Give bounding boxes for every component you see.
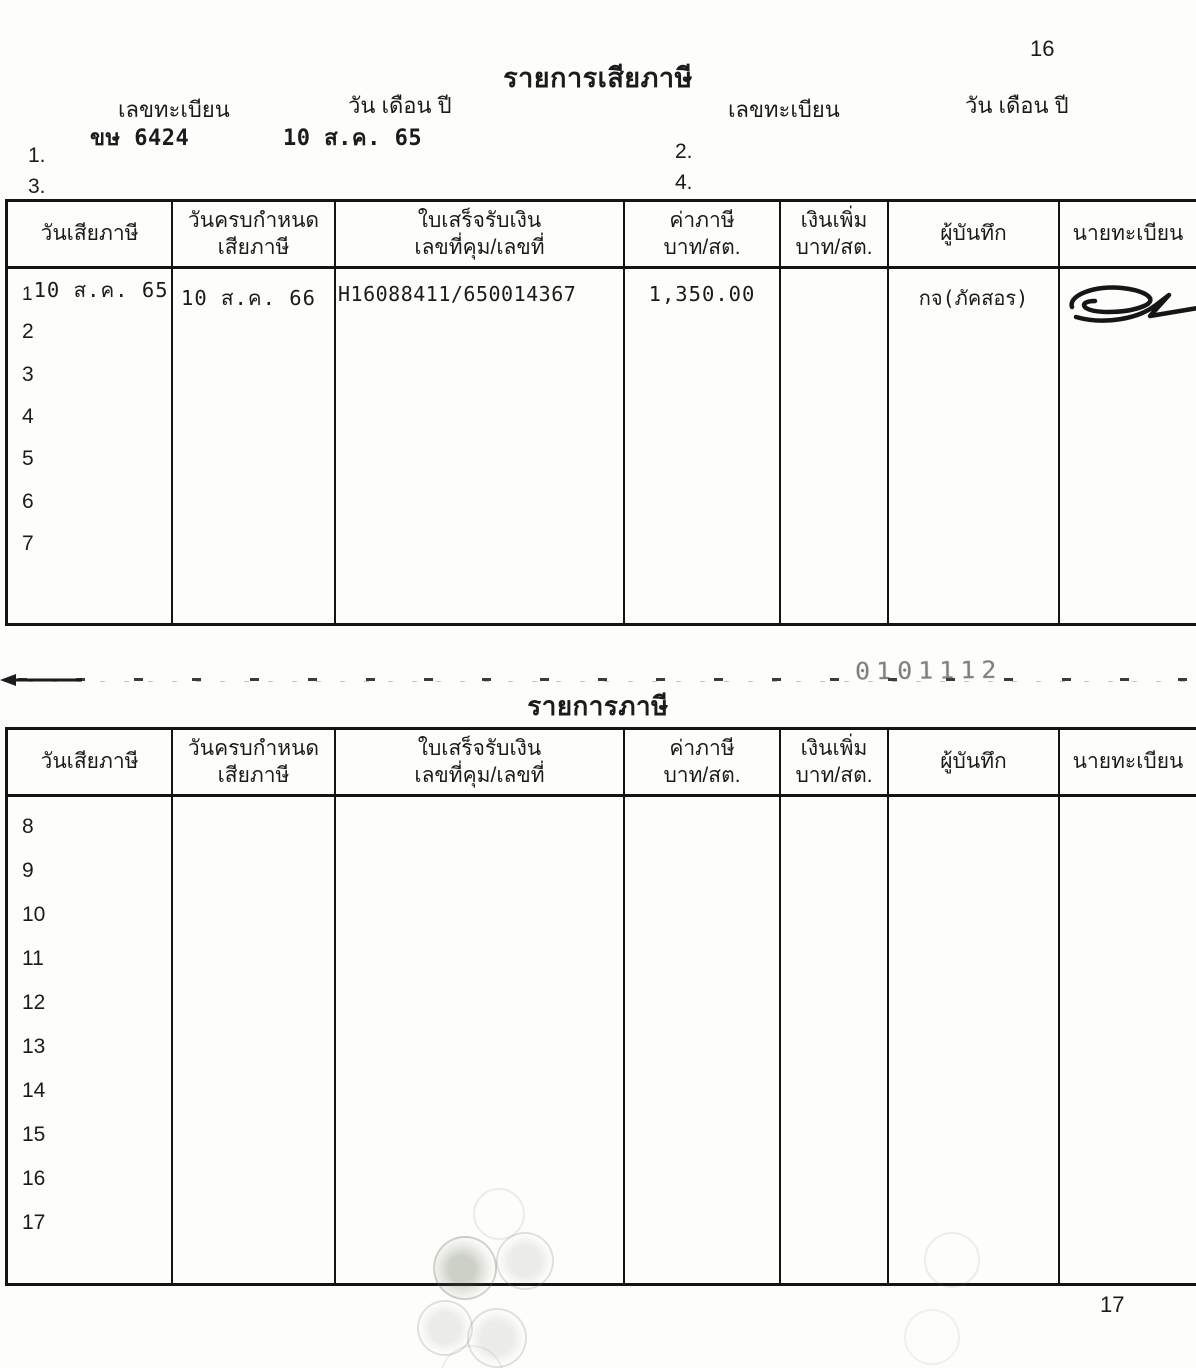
col-registrar-body [1060,269,1196,623]
registration-date-value: 10 ส.ค. 65 [283,126,423,151]
row-number: 5 [22,447,34,471]
col-header-recorder: ผู้บันทึก [889,202,1060,269]
col-header-line: ค่าภาษี [669,208,735,232]
col-receipt-body [336,797,625,1283]
ink-stamp-mark [433,1236,497,1300]
tax-record-table-1: วันเสียภาษี วันครบกำหนด เสียภาษี ใบเสร็จ… [5,199,1196,626]
col-header-line: เสียภาษี [217,764,290,787]
col-recorder-body: กจ(ภัคสอร) [889,269,1060,623]
section2-title: รายการภาษี [527,691,669,721]
row-number: 2 [22,320,34,344]
col-header-line: บาท/สต. [795,764,873,787]
owner-item-1: 1. [28,144,46,167]
col-header-line: วันเสียภาษี [40,750,139,774]
date-label-left: วัน เดือน ปี [348,93,452,118]
row-number: 8 [22,815,34,838]
row-number: 4 [22,405,34,429]
entry-due-date: 10 ส.ค. 66 [181,286,316,310]
col-registrar-body [1060,797,1196,1283]
ink-stamp-mark [496,1232,554,1290]
perforation-arrow-icon [0,674,82,686]
col-header-line: นายทะเบียน [1072,750,1184,774]
col-header-tax-date: วันเสียภาษี [8,730,173,797]
perforation-line [0,678,1196,682]
col-header-registrar: นายทะเบียน [1060,730,1196,797]
date-label-right: วัน เดือน ปี [965,93,1069,118]
col-header-line: ใบเสร็จรับเงิน [417,208,542,232]
row-number: 6 [22,489,34,513]
col-header-line: บาท/สต. [795,236,873,259]
col-header-line: เงินเพิ่ม [800,208,868,232]
row-number: 10 [22,903,46,926]
row-number: 7 [22,531,34,555]
row-number: 17 [22,1211,46,1234]
col-header-line: ผู้บันทึก [940,222,1007,246]
row-number: 15 [22,1123,46,1146]
row-number: 3 [22,362,34,386]
col-receipt-body: H16088411/650014367 [336,269,625,623]
page-number-bottom: 17 [1100,1292,1125,1317]
col-surcharge-body [781,797,889,1283]
col-surcharge-body [781,269,889,623]
col-header-line: เลขที่คุม/เลขที่ [414,236,545,259]
row-number: 12 [22,991,46,1014]
col-header-line: วันครบกำหนด [187,736,320,760]
col-header-line: เงินเพิ่ม [800,736,868,760]
col-header-registrar: นายทะเบียน [1060,202,1196,269]
entry-tax-amount: 1,350.00 [648,282,756,306]
entry-tax-date: 10 ส.ค. 65 [33,277,169,302]
reg-number-label-left: เลขทะเบียน [118,97,230,122]
reg-number-label-right: เลขทะเบียน [728,97,840,122]
owner-item-4: 4. [675,171,693,194]
col-header-due-date: วันครบกำหนด เสียภาษี [173,202,336,269]
col-header-recorder: ผู้บันทึก [889,730,1060,797]
col-header-line: เสียภาษี [217,236,290,259]
col-header-surcharge: เงินเพิ่ม บาท/สต. [781,202,889,269]
col-due-date-body: 10 ส.ค. 66 [173,269,336,623]
table-row: 1 10 ส.ค. 65 [8,269,171,311]
col-header-due-date: วันครบกำหนด เสียภาษี [173,730,336,797]
col-tax-date-body: 8 9 10 11 12 13 14 15 16 17 [8,797,173,1283]
col-header-line: ผู้บันทึก [940,750,1007,774]
row-number: 16 [22,1167,46,1190]
registrar-signature [1069,285,1196,323]
serial-stamp-number: 0101112 [854,655,1003,686]
tax-record-table-2: วันเสียภาษี วันครบกำหนด เสียภาษี ใบเสร็จ… [5,727,1196,1286]
col-tax-date-body: 1 10 ส.ค. 65 2 3 4 5 6 7 [8,269,173,623]
col-header-tax-amount: ค่าภาษี บาท/สต. [625,202,781,269]
row-number: 13 [22,1035,46,1058]
owner-item-2: 2. [675,140,693,163]
col-header-line: เลขที่คุม/เลขที่ [414,764,545,787]
row-number: 14 [22,1079,46,1102]
col-header-receipt: ใบเสร็จรับเงิน เลขที่คุม/เลขที่ [336,730,625,797]
col-header-line: ค่าภาษี [669,736,735,760]
col-header-tax-date: วันเสียภาษี [8,202,173,269]
entry-receipt-number: H16088411/650014367 [338,282,577,306]
page-number-top: 16 [1030,36,1055,61]
ink-stamp-mark [924,1232,980,1288]
col-header-line: วันเสียภาษี [40,222,139,246]
col-tax-amount-body: 1,350.00 [625,269,781,623]
row-number: 1 [22,284,33,306]
col-due-date-body [173,797,336,1283]
col-header-line: วันครบกำหนด [187,208,320,232]
ink-stamp-mark [473,1188,525,1240]
owner-item-3: 3. [28,175,46,198]
col-tax-amount-body [625,797,781,1283]
section1-title: รายการเสียภาษี [503,63,693,93]
ink-stamp-mark [904,1309,960,1365]
col-header-receipt: ใบเสร็จรับเงิน เลขที่คุม/เลขที่ [336,202,625,269]
registration-number-value: ขษ 6424 [90,126,190,151]
col-header-line: นายทะเบียน [1072,222,1184,246]
col-header-line: บาท/สต. [663,236,741,259]
row-number: 11 [22,947,44,970]
entry-recorder: กจ(ภัคสอร) [918,286,1029,310]
row-number: 9 [22,859,34,882]
col-header-tax-amount: ค่าภาษี บาท/สต. [625,730,781,797]
col-header-line: ใบเสร็จรับเงิน [417,736,542,760]
col-header-line: บาท/สต. [663,764,741,787]
col-recorder-body [889,797,1060,1283]
col-header-surcharge: เงินเพิ่ม บาท/สต. [781,730,889,797]
